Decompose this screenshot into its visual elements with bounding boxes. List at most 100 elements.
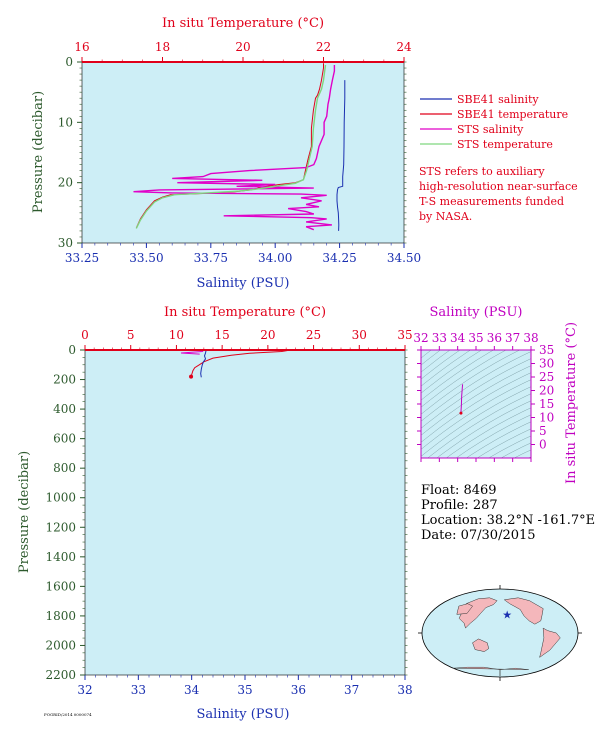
ts-salinity-tick-label: 32 (413, 331, 428, 345)
pressure-tick-label: 1600 (45, 579, 76, 593)
near-surface-panel: 33.25 33.50 33.75 34.00 34.25 34.50 16 18 20 22 24… (31, 16, 421, 291)
ts-salinity-tick-label: 34 (450, 331, 466, 345)
ts-temperature-tick-label: 10 (539, 411, 554, 425)
ts-salinity-tick-label: 36 (487, 331, 502, 345)
ts-density-contour (455, 414, 531, 458)
ts-density-contour (421, 350, 507, 408)
ts-density-contour (500, 442, 531, 458)
ts-density-contour (421, 372, 531, 443)
ts-diagram-plot-area (421, 350, 531, 458)
ts-temperature-tick-label: 30 (539, 357, 554, 371)
ts-density-contour (421, 358, 531, 429)
ts-salinity-tick-label: 35 (468, 331, 483, 345)
temperature-tick-label: 24 (396, 40, 412, 54)
full-profile-pressure-axis-label: Pressure (decibar) (17, 451, 32, 573)
series-salinity (200, 350, 207, 378)
pressure-tick-label: 0 (68, 343, 76, 357)
near-surface-plot-area (82, 62, 404, 243)
pressure-tick-label: 2200 (45, 668, 76, 682)
ts-density-contour (436, 400, 531, 458)
temperature-tick-label: 20 (260, 328, 275, 342)
legend-entry-sts-temperature: STS temperature (457, 138, 553, 151)
pressure-tick-label: 1800 (45, 609, 76, 623)
pressure-tick-label: 1400 (45, 550, 76, 564)
ts-density-contour (421, 350, 482, 394)
temperature-tick-label: 25 (306, 328, 321, 342)
ts-salinity-tick-label: 33 (432, 331, 447, 345)
map-land-mass (503, 597, 544, 625)
ts-density-contour (466, 421, 531, 458)
legend: SBE41 salinity SBE41 temperature STS sal… (420, 93, 568, 151)
pressure-tick-label: 2000 (45, 638, 76, 652)
profile-number: Profile: 287 (421, 498, 498, 513)
map-land-mass (453, 666, 529, 676)
series-temperature (190, 349, 289, 377)
salinity-tick-label: 37 (344, 683, 359, 697)
near-surface-pressure-axis-label: Pressure (decibar) (31, 91, 46, 213)
ts-salinity-tick-label: 38 (523, 331, 538, 345)
salinity-tick-label: 36 (291, 683, 306, 697)
sts-note-line: by NASA. (419, 210, 472, 223)
ts-density-contour (476, 428, 531, 458)
ts-salinity-tick-label: 37 (505, 331, 520, 345)
ts-density-contour (421, 379, 531, 450)
ts-deepest-marker (459, 411, 463, 415)
salinity-tick-label: 33.50 (129, 251, 163, 265)
ts-density-contour (421, 365, 531, 436)
deepest-sample-marker (189, 374, 194, 379)
ts-density-contour (427, 393, 531, 458)
temperature-tick-label: 0 (81, 328, 89, 342)
float-number: Float: 8469 (421, 483, 497, 498)
ts-temperature-tick-label: 20 (539, 384, 554, 398)
ts-temperature-tick-label: 15 (539, 397, 554, 411)
salinity-tick-label: 34.25 (322, 251, 356, 265)
ts-temperature-tick-label: 5 (539, 424, 547, 438)
temperature-tick-label: 30 (352, 328, 367, 342)
temperature-tick-label: 10 (169, 328, 184, 342)
ts-temperature-tick-label: 25 (539, 370, 554, 384)
temperature-tick-label: 22 (316, 40, 331, 54)
map-land-mass (539, 627, 561, 658)
near-surface-temperature-axis-label: In situ Temperature (°C) (162, 16, 324, 31)
salinity-tick-label: 34 (184, 683, 200, 697)
full-profile-salinity-axis-label: Salinity (PSU) (197, 707, 290, 722)
legend-entry-sbe41-temperature: SBE41 temperature (457, 108, 568, 121)
series-sbe41-salinity (336, 80, 346, 231)
pressure-tick-label: 400 (53, 402, 76, 416)
full-profile-panel: 32 33 34 35 36 37 38 0 5 10 15 20 25 30 35 0 200 400 600 80… (17, 305, 413, 722)
footer-code: POGRID/2014 0000074 (44, 712, 92, 717)
pressure-tick-label: 800 (53, 461, 76, 475)
world-map: ★ (418, 585, 582, 681)
temperature-tick-label: 35 (397, 328, 412, 342)
ts-density-contour (445, 407, 531, 458)
ts-density-contour (421, 350, 451, 373)
ts-density-contour (421, 350, 441, 366)
ts-density-contour (421, 350, 471, 387)
float-info: Float: 8469 Profile: 287 Location: 38.2°… (421, 483, 595, 543)
full-profile-temperature-axis-label: In situ Temperature (°C) (164, 305, 326, 320)
series-sts-temperature (135, 64, 327, 229)
ts-density-contour (421, 239, 531, 309)
ts-density-contour (421, 351, 531, 422)
sts-note-line: high-resolution near-surface (419, 180, 578, 193)
temperature-tick-label: 5 (127, 328, 135, 342)
ts-density-contour (488, 435, 531, 458)
pressure-tick-label: 1000 (45, 491, 76, 505)
legend-entry-sbe41-salinity: SBE41 salinity (457, 93, 539, 106)
ts-profile-line (460, 384, 464, 414)
map-land-mass (456, 603, 473, 615)
salinity-tick-label: 33.75 (194, 251, 228, 265)
profile-date: Date: 07/30/2015 (421, 528, 536, 543)
sts-note-line: T-S measurements funded (419, 195, 564, 208)
temperature-tick-label: 16 (74, 40, 89, 54)
ts-density-contour (421, 267, 531, 337)
map-land-mass (472, 638, 489, 652)
ts-diagram-temperature-axis-label: In situ Temperature (°C) (564, 322, 579, 484)
ts-diagram-salinity-axis-label: Salinity (PSU) (430, 305, 523, 320)
ts-density-contour (421, 350, 461, 380)
sts-note-line: STS refers to auxiliary (419, 165, 545, 178)
pressure-tick-label: 10 (58, 115, 73, 129)
near-surface-salinity-axis-label: Salinity (PSU) (197, 276, 290, 291)
